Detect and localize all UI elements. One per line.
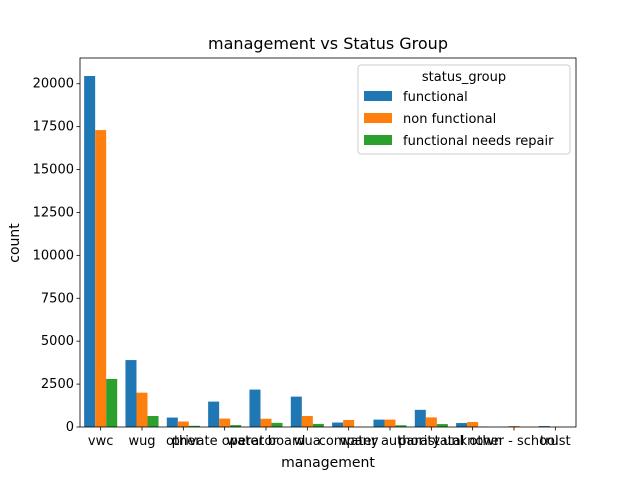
y-tick-label: 2500 (41, 377, 74, 392)
bar (343, 419, 355, 427)
x-tick-label: trust (540, 434, 571, 449)
legend: status_group functional non functional fun… (357, 64, 571, 155)
x-tick-label: parastatal (398, 434, 464, 449)
bar (395, 425, 407, 427)
bar (373, 419, 385, 427)
bar (425, 417, 437, 427)
bar (508, 426, 520, 427)
bar (188, 425, 200, 427)
bar (249, 389, 261, 427)
legend-label: functional needs repair (403, 134, 554, 149)
bar (467, 422, 479, 427)
x-tick-label: water board (227, 434, 306, 449)
x-tick-label: wua (294, 434, 321, 449)
legend-box (357, 64, 571, 155)
x-tick-label: other - school (469, 434, 558, 449)
bar (436, 424, 448, 427)
y-tick-label: 5000 (41, 334, 74, 349)
x-tick-label: private operator (172, 434, 279, 449)
legend-swatch (364, 91, 392, 101)
y-tick-label: 7500 (41, 291, 74, 306)
bar (260, 418, 272, 427)
x-tick-label: wug (128, 434, 155, 449)
bar (136, 392, 148, 427)
bar (332, 422, 344, 427)
x-tick-label: water authority (340, 434, 441, 449)
legend-swatch (364, 135, 392, 145)
bar (125, 360, 137, 427)
bar (84, 76, 96, 427)
x-tick-label: unknown (443, 434, 502, 449)
bar (208, 401, 220, 427)
x-tick-label: vwc (88, 434, 113, 449)
x-axis-label: management (281, 455, 375, 471)
bar (384, 419, 396, 427)
bar (166, 417, 178, 427)
y-tick-label: 10000 (33, 248, 74, 263)
y-tick-label: 15000 (33, 163, 74, 178)
y-tick-label: 17500 (33, 120, 74, 135)
bar (147, 416, 159, 427)
bar (301, 416, 313, 427)
bar (271, 422, 283, 427)
y-tick-label: 0 (66, 420, 74, 435)
bar (414, 409, 426, 427)
bar (106, 378, 118, 427)
bar (538, 426, 550, 427)
bar (219, 418, 231, 427)
legend-title: status_group (422, 70, 506, 85)
y-axis-label: count (7, 223, 23, 263)
x-tick-label: company (319, 434, 379, 449)
chart-title: management vs Status Group (208, 34, 448, 53)
bar (456, 423, 468, 427)
plot-frame (79, 57, 577, 428)
bar (312, 423, 324, 427)
legend-label: functional (403, 90, 468, 105)
y-tick-label: 20000 (33, 77, 74, 92)
bar (177, 421, 189, 427)
y-tick-label: 12500 (33, 205, 74, 220)
legend-label: non functional (403, 112, 496, 127)
bar (230, 425, 242, 427)
bar (290, 396, 302, 427)
x-tick-label: other (166, 434, 201, 449)
bars (84, 76, 572, 427)
bar (95, 130, 107, 427)
y-axis: 0 2500 5000 7500 10000 12500 15000 17500 20000 (33, 77, 80, 435)
legend-swatch (364, 113, 392, 123)
